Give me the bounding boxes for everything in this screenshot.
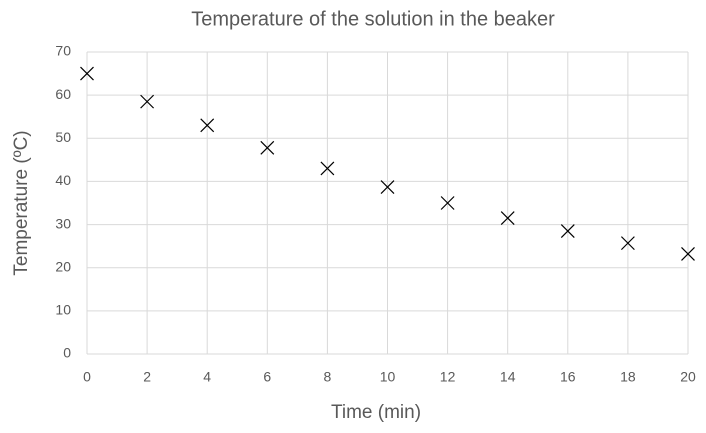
marker bbox=[500, 211, 515, 226]
x-tick-label: 2 bbox=[143, 369, 151, 385]
x-tick-label: 0 bbox=[83, 369, 91, 385]
y-axis-label: Temperature (ºC) bbox=[11, 130, 32, 275]
x-tick-label: 6 bbox=[263, 369, 271, 385]
y-tick-label: 40 bbox=[55, 172, 71, 188]
marker bbox=[200, 118, 215, 133]
marker bbox=[320, 161, 335, 176]
x-tick-label: 18 bbox=[620, 369, 636, 385]
x-tick-label: 14 bbox=[500, 369, 516, 385]
x-tick-label: 10 bbox=[380, 369, 396, 385]
marker bbox=[80, 66, 94, 81]
chart-title: Temperature of the solution in the beake… bbox=[191, 8, 555, 30]
y-tick-label: 50 bbox=[55, 129, 71, 145]
marker bbox=[260, 140, 275, 155]
marker bbox=[620, 236, 635, 251]
x-tick-label: 8 bbox=[324, 369, 332, 385]
x-axis-label: Time (min) bbox=[331, 402, 421, 423]
y-tick-label: 70 bbox=[55, 43, 71, 59]
marker bbox=[380, 180, 395, 194]
x-tick-label: 20 bbox=[680, 369, 696, 385]
y-tick-label: 30 bbox=[55, 215, 71, 231]
marker bbox=[140, 94, 155, 109]
y-tick-label: 0 bbox=[63, 345, 71, 361]
x-tick-label: 16 bbox=[560, 369, 576, 385]
y-tick-label: 20 bbox=[55, 258, 71, 274]
y-tick-label: 60 bbox=[55, 86, 71, 102]
marker bbox=[440, 196, 455, 210]
marker bbox=[681, 246, 695, 261]
y-tick-label: 10 bbox=[55, 302, 71, 318]
x-tick-label: 4 bbox=[203, 369, 211, 385]
marker bbox=[560, 224, 575, 238]
x-tick-label: 12 bbox=[440, 369, 456, 385]
